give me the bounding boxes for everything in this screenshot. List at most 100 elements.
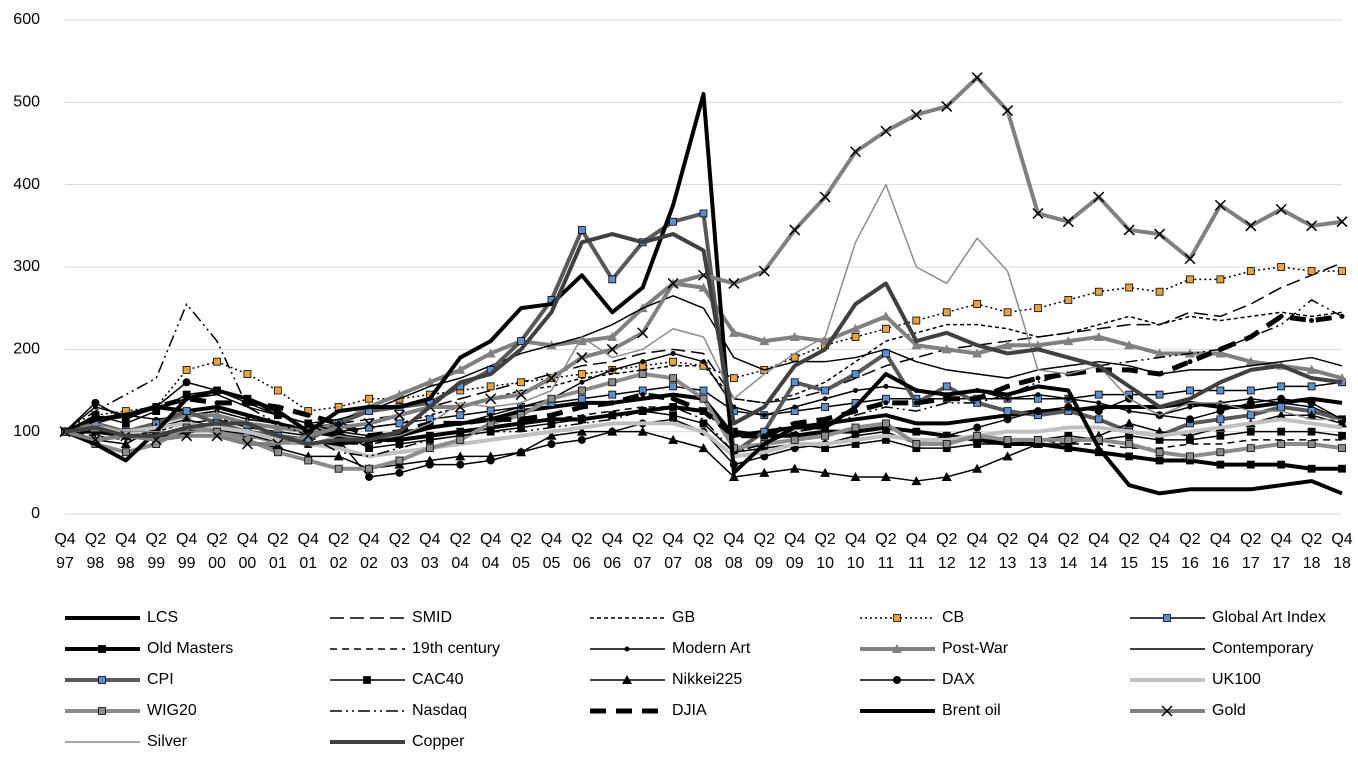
marker: [1184, 430, 1195, 440]
marker: [579, 379, 585, 385]
legend-label: 19th century: [412, 640, 500, 657]
marker: [1123, 224, 1135, 236]
marker: [181, 414, 192, 424]
marker: [1065, 396, 1071, 402]
marker: [304, 456, 313, 465]
marker: [1035, 392, 1041, 398]
marker: [880, 125, 892, 137]
legend-marker: [98, 645, 106, 653]
marker: [1245, 220, 1257, 232]
marker: [910, 109, 922, 121]
marker: [1003, 407, 1012, 415]
marker: [1157, 371, 1163, 377]
marker: [485, 393, 497, 405]
marker: [304, 419, 313, 428]
marker: [1064, 296, 1073, 304]
series-line: [64, 262, 1343, 433]
marker: [1003, 435, 1012, 444]
marker: [365, 472, 374, 481]
legend-label: Nasdaq: [412, 702, 467, 719]
marker: [1246, 267, 1255, 276]
marker: [1338, 444, 1346, 453]
marker: [1032, 340, 1043, 350]
marker: [182, 366, 191, 374]
x-tick-label: Q2 10: [814, 531, 835, 572]
x-tick-label: Q2 13: [997, 531, 1018, 572]
x-tick-label: Q2 09: [754, 531, 775, 572]
legend-marker: [893, 676, 901, 684]
marker: [577, 415, 586, 424]
marker: [1216, 460, 1225, 469]
marker: [1063, 336, 1074, 346]
x-tick-label: Q2 16: [1179, 531, 1200, 572]
marker: [1307, 267, 1316, 276]
marker: [1214, 199, 1226, 211]
legend-marker: [624, 708, 630, 714]
marker: [759, 467, 770, 477]
marker: [941, 471, 952, 481]
marker: [1186, 386, 1194, 395]
legend-marker: [98, 707, 106, 715]
x-tick-label: Q2 15: [1118, 531, 1139, 572]
marker: [609, 400, 615, 406]
marker: [669, 217, 677, 226]
marker: [1216, 275, 1225, 284]
legend-label: Old Masters: [147, 640, 233, 657]
marker: [1187, 404, 1193, 410]
marker: [486, 382, 495, 391]
marker: [577, 435, 586, 444]
marker: [1248, 334, 1254, 340]
marker: [1336, 216, 1348, 228]
x-tick-label: Q4 08: [723, 531, 744, 572]
marker: [1246, 444, 1255, 453]
marker: [457, 420, 463, 426]
marker: [212, 410, 223, 420]
marker: [669, 382, 677, 391]
legend-label: UK100: [1212, 671, 1261, 688]
marker: [1155, 448, 1164, 457]
legend-label: Global Art Index: [1212, 609, 1326, 626]
marker: [1246, 411, 1255, 420]
marker: [213, 357, 221, 366]
marker: [1246, 427, 1255, 436]
marker: [1277, 403, 1286, 411]
marker: [577, 394, 586, 403]
marker: [880, 471, 891, 481]
x-tick-label: Q4 98: [115, 531, 136, 572]
marker: [941, 100, 953, 112]
x-tick-label: Q2 17: [1240, 531, 1261, 572]
marker: [1216, 386, 1225, 395]
marker: [548, 412, 554, 418]
marker: [363, 417, 375, 429]
x-tick-label: Q2 99: [146, 531, 167, 572]
marker: [456, 411, 465, 420]
x-tick-label: Q4 04: [480, 531, 501, 572]
marker: [1246, 386, 1255, 395]
marker: [821, 403, 830, 411]
marker: [1094, 415, 1103, 424]
marker: [1307, 440, 1316, 448]
marker: [1277, 382, 1286, 391]
legend-label: GB: [672, 609, 695, 626]
marker: [366, 433, 372, 439]
marker: [972, 463, 983, 473]
marker: [1125, 440, 1134, 448]
marker: [1124, 418, 1135, 428]
legend-label: Contemporary: [1212, 640, 1313, 657]
marker: [637, 426, 648, 436]
marker: [579, 404, 585, 410]
x-tick-label: Q4 00: [237, 531, 258, 572]
legend-label: Copper: [412, 733, 465, 750]
marker: [121, 448, 130, 457]
marker: [1124, 340, 1135, 350]
x-tick-label: Q2 14: [1058, 531, 1079, 572]
marker: [1002, 340, 1013, 350]
x-tick-label: Q4 13: [1027, 531, 1048, 572]
x-tick-label: Q2 02: [328, 531, 349, 572]
x-tick-label: Q2 07: [632, 531, 653, 572]
marker: [853, 388, 859, 393]
legend-label: Brent oil: [942, 702, 1001, 719]
marker: [1307, 464, 1316, 473]
marker: [1033, 407, 1042, 416]
x-tick-label: Q2 03: [389, 531, 410, 572]
